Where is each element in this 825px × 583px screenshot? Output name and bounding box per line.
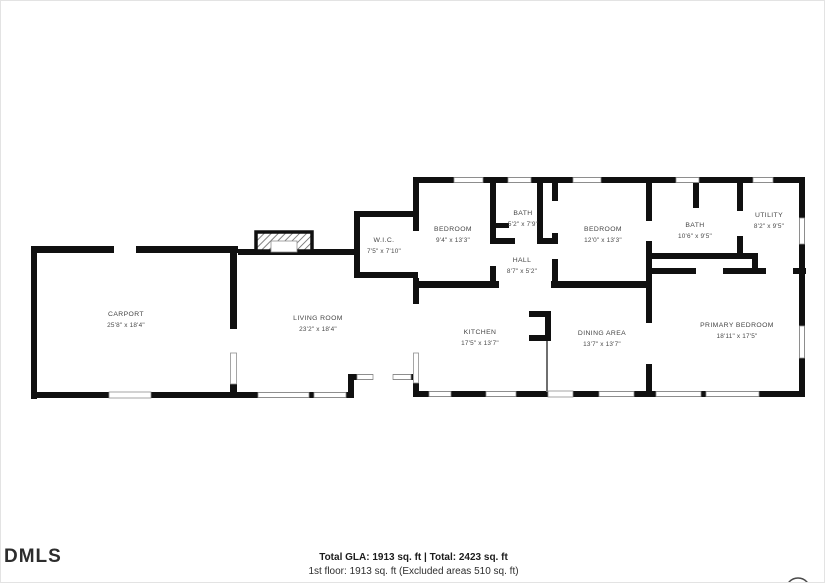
room-label-kitchen: KITCHEN 17'5" x 13'7" <box>461 329 499 347</box>
dmls-logo: DMLS <box>4 546 62 567</box>
svg-text:8'7" x 5'2": 8'7" x 5'2" <box>507 268 537 275</box>
svg-text:BATH: BATH <box>685 222 704 229</box>
footer-total-gla: Total GLA: 1913 sq. ft | Total: 2423 sq.… <box>319 552 508 563</box>
svg-text:CARPORT: CARPORT <box>108 311 144 318</box>
svg-text:13'7" x 13'7": 13'7" x 13'7" <box>583 341 621 348</box>
room-label-bath-2: BATH 10'6" x 9'5" <box>678 222 712 240</box>
fireplace <box>254 230 314 253</box>
svg-text:HALL: HALL <box>513 257 532 264</box>
svg-text:25'8" x 18'4": 25'8" x 18'4" <box>107 322 145 329</box>
svg-text:10'6" x 9'5": 10'6" x 9'5" <box>678 233 712 240</box>
room-label-dining-area: DINING AREA 13'7" x 13'7" <box>578 330 626 348</box>
svg-text:PRIMARY BEDROOM: PRIMARY BEDROOM <box>700 322 774 329</box>
room-label-bath-1: BATH 5'2" x 7'9" <box>508 210 538 228</box>
svg-text:18'11" x 17'5": 18'11" x 17'5" <box>717 333 758 340</box>
svg-text:BATH: BATH <box>513 210 532 217</box>
svg-text:BEDROOM: BEDROOM <box>584 226 622 233</box>
svg-text:BEDROOM: BEDROOM <box>434 226 472 233</box>
room-labels: CARPORT 25'8" x 18'4" LIVING ROOM 23'2" … <box>107 210 784 348</box>
svg-text:23'2" x 18'4": 23'2" x 18'4" <box>299 326 337 333</box>
windows-and-doors <box>108 177 805 399</box>
room-label-bedroom-2: BEDROOM 12'0" x 13'3" <box>584 226 622 244</box>
room-label-utility: UTILITY 8'2" x 9'5" <box>754 212 784 230</box>
svg-text:7'5" x 7'10": 7'5" x 7'10" <box>367 248 401 255</box>
room-label-hall: HALL 8'7" x 5'2" <box>507 257 537 275</box>
room-label-living-room: LIVING ROOM 23'2" x 18'4" <box>293 315 343 333</box>
room-label-wic: W.I.C. 7'5" x 7'10" <box>367 237 401 255</box>
svg-text:5'2" x 7'9": 5'2" x 7'9" <box>508 221 538 228</box>
svg-text:LIVING ROOM: LIVING ROOM <box>293 315 343 322</box>
svg-text:DINING AREA: DINING AREA <box>578 330 626 337</box>
room-label-primary-bedroom: PRIMARY BEDROOM 18'11" x 17'5" <box>700 322 774 340</box>
kitchen-counter-line <box>546 341 548 392</box>
svg-text:8'2" x 9'5": 8'2" x 9'5" <box>754 223 784 230</box>
svg-text:12'0" x 13'3": 12'0" x 13'3" <box>584 237 622 244</box>
room-label-bedroom-1: BEDROOM 9'4" x 13'3" <box>434 226 472 244</box>
svg-text:KITCHEN: KITCHEN <box>464 329 497 336</box>
svg-text:17'5" x 13'7": 17'5" x 13'7" <box>461 340 499 347</box>
footer-first-floor: 1st floor: 1913 sq. ft (Excluded areas 5… <box>308 566 519 577</box>
svg-text:UTILITY: UTILITY <box>755 212 783 219</box>
room-label-carport: CARPORT 25'8" x 18'4" <box>107 311 145 329</box>
compass-icon <box>788 577 808 582</box>
svg-text:9'4" x 13'3": 9'4" x 13'3" <box>436 237 470 244</box>
svg-text:W.I.C.: W.I.C. <box>374 237 395 244</box>
